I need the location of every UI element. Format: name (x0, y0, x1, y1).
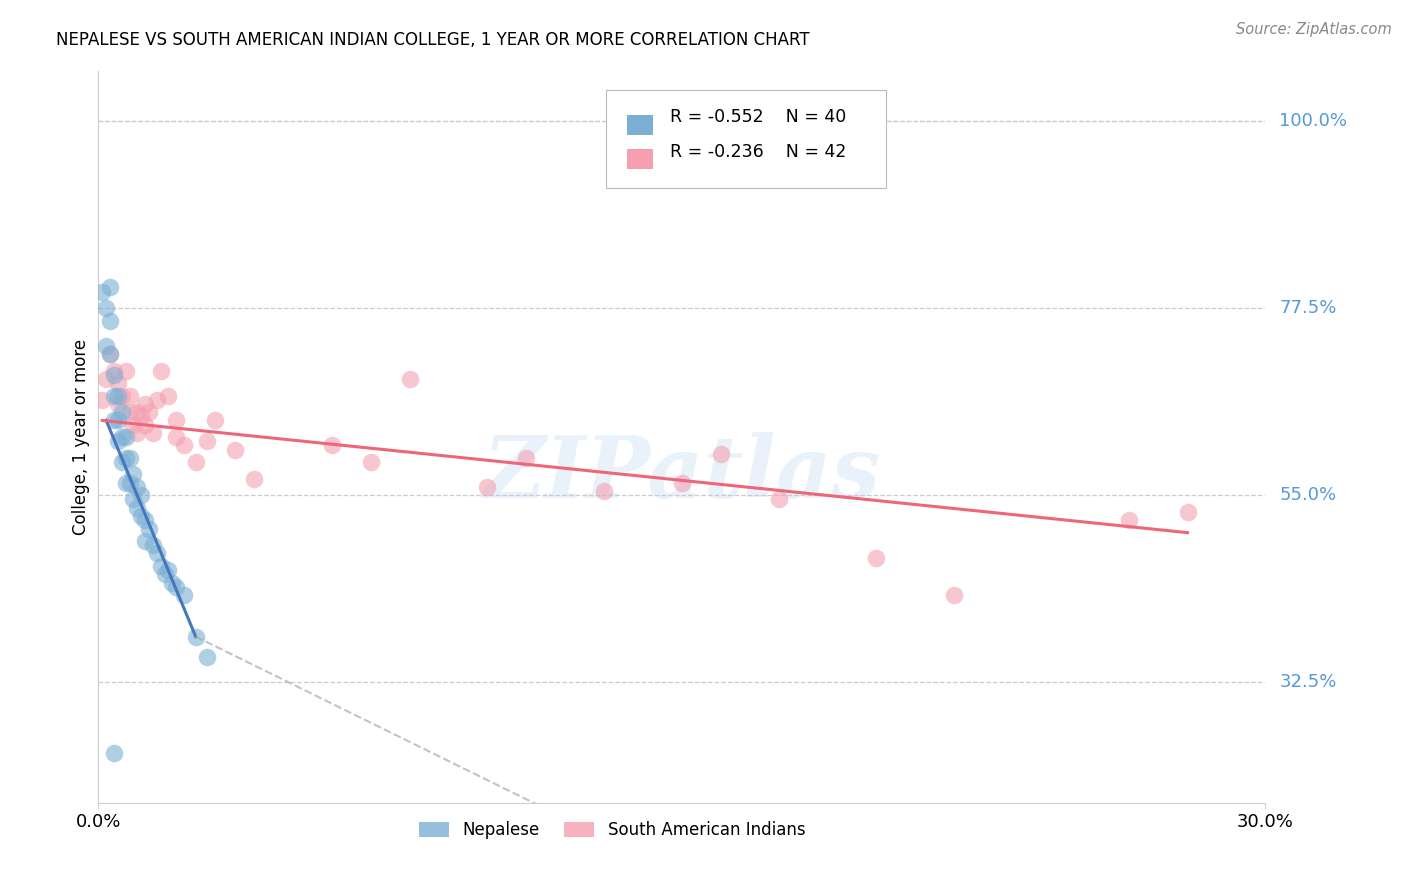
Point (184, 455, 207, 469)
Point (149, 558, 172, 573)
Point (122, 492, 145, 507)
Point (122, 417, 145, 432)
Point (1118, 513, 1140, 527)
Point (671, 475, 693, 490)
Point (165, 430, 187, 444)
Point (114, 450, 136, 465)
Point (129, 509, 152, 524)
Point (134, 397, 156, 411)
Point (360, 455, 382, 469)
Point (127, 500, 149, 515)
Point (204, 413, 226, 427)
Point (107, 397, 129, 411)
Point (398, 372, 420, 386)
Point (173, 588, 195, 602)
Point (129, 409, 152, 424)
Y-axis label: College, 1 year or more: College, 1 year or more (72, 339, 90, 535)
Text: NEPALESE VS SOUTH AMERICAN INDIAN COLLEGE, 1 YEAR OR MORE CORRELATION CHART: NEPALESE VS SOUTH AMERICAN INDIAN COLLEG… (56, 31, 810, 49)
Point (96, 301, 118, 316)
Point (127, 405, 149, 419)
Point (98, 347, 121, 361)
Point (134, 513, 156, 527)
Point (114, 363, 136, 377)
Point (165, 413, 187, 427)
Point (149, 363, 172, 377)
Text: Source: ZipAtlas.com: Source: ZipAtlas.com (1236, 22, 1392, 37)
FancyBboxPatch shape (627, 115, 652, 135)
Legend: Nepalese, South American Indians: Nepalese, South American Indians (412, 814, 811, 846)
Point (243, 472, 266, 486)
Point (224, 442, 246, 457)
Point (96, 372, 118, 386)
Point (107, 376, 129, 390)
Point (146, 546, 169, 560)
Point (111, 405, 134, 419)
Point (195, 434, 218, 449)
Point (173, 438, 195, 452)
Point (127, 480, 149, 494)
Point (91, 285, 114, 299)
Point (134, 533, 156, 548)
Point (129, 488, 152, 502)
Point (111, 388, 134, 402)
Point (114, 475, 136, 490)
Point (96, 338, 118, 352)
Point (593, 484, 616, 499)
Point (98, 347, 121, 361)
Text: R = -0.236    N = 42: R = -0.236 N = 42 (671, 143, 846, 161)
Point (943, 588, 966, 602)
Point (138, 521, 160, 535)
Point (157, 388, 180, 402)
Point (477, 480, 499, 494)
Point (114, 430, 136, 444)
Text: ZIPatlas: ZIPatlas (482, 432, 882, 516)
Point (142, 425, 165, 440)
Point (153, 567, 176, 582)
Point (127, 425, 149, 440)
FancyBboxPatch shape (627, 149, 652, 169)
Point (142, 538, 165, 552)
Point (111, 430, 134, 444)
Point (184, 630, 207, 644)
Text: 32.5%: 32.5% (1279, 673, 1337, 691)
Point (103, 368, 125, 382)
Point (107, 388, 129, 402)
Text: 77.5%: 77.5% (1279, 299, 1337, 318)
Point (146, 392, 169, 407)
Point (122, 467, 145, 482)
Point (1177, 505, 1199, 519)
Point (107, 413, 129, 427)
FancyBboxPatch shape (606, 90, 886, 188)
Text: R = -0.552    N = 40: R = -0.552 N = 40 (671, 109, 846, 127)
Point (103, 363, 125, 377)
Point (98, 280, 121, 294)
Point (103, 413, 125, 427)
Point (162, 575, 184, 590)
Point (118, 405, 141, 419)
Point (515, 450, 537, 465)
Point (118, 475, 141, 490)
Point (157, 563, 180, 577)
Point (91, 392, 114, 407)
Point (107, 434, 129, 449)
Point (111, 455, 134, 469)
Point (138, 405, 160, 419)
Point (103, 388, 125, 402)
Point (118, 450, 141, 465)
Point (710, 447, 733, 461)
Point (98, 314, 121, 328)
Text: 100.0%: 100.0% (1279, 112, 1347, 130)
Point (165, 580, 187, 594)
Point (321, 438, 343, 452)
Point (103, 746, 125, 760)
Point (118, 388, 141, 402)
Point (768, 492, 790, 507)
Point (865, 550, 887, 565)
Text: 55.0%: 55.0% (1279, 486, 1337, 504)
Point (195, 650, 218, 665)
Point (134, 417, 156, 432)
